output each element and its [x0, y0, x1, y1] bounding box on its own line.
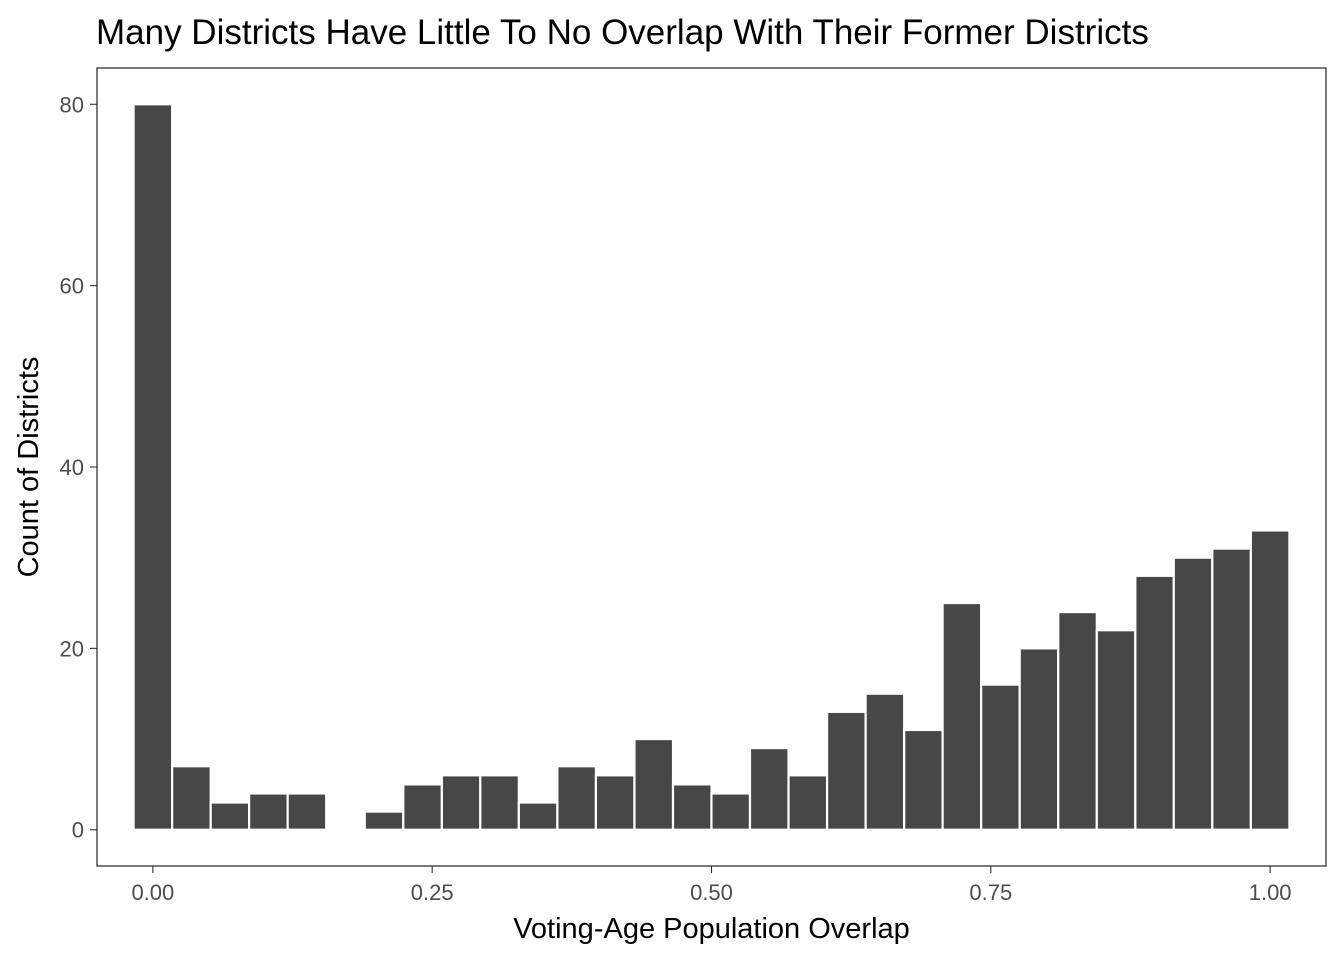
x-axis: 0.00 0.25 0.50 0.75 1.00: [131, 866, 1292, 905]
y-tick-label: 0: [72, 818, 84, 843]
histogram-bar: [1211, 547, 1252, 831]
histogram-bar: [556, 765, 598, 831]
histogram-bar: [633, 737, 675, 831]
histogram-bar: [825, 710, 867, 831]
histogram-bar: [1095, 629, 1137, 831]
histogram-bar: [748, 747, 790, 831]
histogram-bar: [1172, 556, 1214, 831]
bars-layer: [132, 103, 1291, 831]
histogram-bar: [671, 783, 713, 831]
histogram-bar: [787, 774, 829, 831]
y-tick-label: 20: [60, 636, 84, 661]
histogram-bar: [594, 774, 636, 831]
y-tick-label: 40: [60, 455, 84, 480]
histogram-bar: [903, 728, 944, 831]
histogram-bar: [1018, 647, 1060, 831]
histogram-bar: [864, 692, 906, 831]
histogram-bar: [710, 792, 752, 831]
x-tick-label: 0.25: [411, 880, 454, 905]
x-tick-label: 1.00: [1249, 880, 1292, 905]
histogram-bar: [479, 774, 520, 831]
histogram-bar: [171, 765, 212, 831]
y-axis-title: Count of Districts: [13, 357, 45, 578]
histogram-bar: [248, 792, 289, 831]
histogram-bar: [440, 774, 482, 831]
x-axis-title: Voting-Age Population Overlap: [513, 913, 910, 945]
y-tick-label: 80: [60, 92, 84, 117]
histogram-bar: [941, 601, 983, 831]
chart-title: Many Districts Have Little To No Overlap…: [96, 13, 1149, 52]
x-tick-label: 0.50: [690, 880, 733, 905]
histogram-bar: [1057, 610, 1098, 831]
histogram-bar: [980, 683, 1021, 831]
histogram-bar: [1134, 574, 1175, 831]
histogram-bar: [363, 810, 405, 831]
y-tick-label: 60: [60, 274, 84, 299]
y-axis: 0 20 40 60 80: [60, 92, 97, 843]
x-tick-label: 0.00: [131, 880, 174, 905]
histogram-bar: [1249, 529, 1291, 831]
histogram-bar: [286, 792, 328, 831]
histogram-bar: [517, 801, 559, 831]
histogram-bar: [402, 783, 443, 831]
histogram-bar: [209, 801, 251, 831]
x-tick-label: 0.75: [969, 880, 1012, 905]
histogram-bar: [132, 103, 174, 831]
